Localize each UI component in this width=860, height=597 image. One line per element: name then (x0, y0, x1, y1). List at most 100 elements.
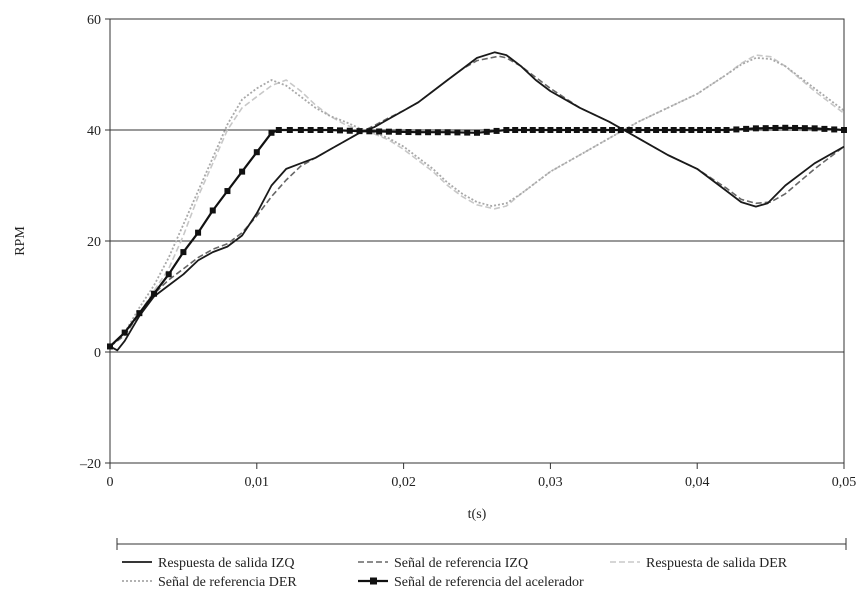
series-marker (454, 129, 461, 136)
series-marker (705, 127, 712, 133)
legend: Respuesta de salida IZQ Señal de referenc… (116, 538, 847, 590)
series-marker (405, 129, 412, 136)
series-marker (600, 127, 607, 133)
series-marker (503, 127, 510, 133)
series-marker (547, 127, 554, 133)
series-marker (275, 127, 282, 133)
series-marker (356, 128, 363, 135)
series-marker (376, 128, 383, 135)
series-marker (121, 329, 128, 336)
series-marker (591, 127, 598, 133)
series-marker (474, 129, 480, 136)
series-marker (679, 127, 686, 133)
x-tick-label: 0,02 (391, 475, 416, 490)
legend-label-1: Señal de referencia IZQ (394, 556, 528, 571)
series-marker (801, 125, 808, 132)
series-marker (395, 128, 402, 135)
y-tick-label: 0 (94, 346, 101, 361)
series-marker (224, 188, 231, 195)
series-line-0 (109, 51, 845, 352)
y-tick-label: 20 (87, 235, 101, 250)
series-marker (425, 129, 432, 136)
series-marker (493, 127, 500, 134)
series-marker (327, 127, 334, 133)
series-layer (107, 51, 847, 352)
series-marker (733, 126, 740, 133)
series-marker (762, 125, 769, 132)
series-marker (831, 126, 838, 133)
series-marker (336, 127, 343, 134)
series-marker (670, 127, 677, 133)
series-marker (573, 127, 580, 133)
series-marker (688, 127, 695, 133)
x-tick-label: 0,05 (832, 475, 857, 490)
series-marker (286, 127, 293, 133)
series-marker (520, 127, 527, 133)
series-marker (772, 124, 779, 131)
series-marker (195, 229, 202, 236)
y-axis-title: RPM (13, 226, 28, 256)
x-axis-title: t(s) (468, 507, 487, 522)
series-line-3 (109, 57, 845, 348)
series-line-4 (109, 126, 845, 348)
series-marker (792, 124, 799, 131)
series-marker (811, 125, 818, 132)
series-marker (209, 207, 216, 214)
series-marker (697, 127, 704, 133)
series-marker (136, 310, 143, 317)
series-marker (180, 249, 187, 256)
series-marker (556, 127, 563, 133)
series-marker (743, 125, 750, 132)
series-marker (714, 127, 721, 133)
series-marker (366, 128, 373, 135)
legend-label-0: Respuesta de salida IZQ (158, 556, 294, 571)
y-tick-label: –20 (79, 457, 101, 472)
series-marker (483, 128, 490, 135)
series-marker (565, 127, 572, 133)
series-marker (385, 128, 392, 135)
series-marker (444, 129, 451, 136)
series-marker (582, 127, 589, 133)
series-marker (617, 127, 624, 133)
legend-label-2: Respuesta de salida DER (646, 556, 788, 571)
series-marker (821, 125, 828, 132)
series-marker (626, 127, 633, 133)
series-marker (165, 271, 172, 278)
series-marker (609, 127, 616, 133)
series-marker (346, 127, 353, 134)
legend-label-3: Señal de referencia DER (158, 575, 297, 590)
series-marker (512, 127, 519, 133)
series-marker (317, 127, 324, 133)
series-marker (723, 127, 730, 133)
y-tick-label: 40 (87, 124, 101, 139)
tick-labels: –20 0 20 40 60 0 0,01 0,02 0,03 0,04 0,05 (79, 13, 856, 490)
gridlines (110, 18, 844, 464)
series-marker (268, 129, 275, 136)
legend-label-4: Señal de referencia del acelerador (394, 575, 584, 590)
x-tick-label: 0 (107, 475, 114, 490)
series-marker (529, 127, 536, 133)
series-marker (415, 129, 422, 136)
series-marker (538, 127, 545, 133)
series-marker (635, 127, 642, 133)
series-marker (253, 149, 260, 156)
series-marker (653, 127, 660, 133)
series-marker (752, 125, 759, 132)
series-marker (239, 168, 246, 175)
series-marker (107, 343, 113, 350)
x-tick-label: 0,03 (538, 475, 563, 490)
series-marker (644, 127, 651, 133)
legend-marker (370, 577, 377, 585)
series-marker (434, 129, 441, 136)
series-marker (464, 129, 471, 136)
series-marker (307, 127, 314, 133)
x-tick-label: 0,04 (685, 475, 710, 490)
series-marker (151, 290, 158, 297)
series-marker (782, 124, 789, 131)
x-tick-label: 0,01 (245, 475, 270, 490)
series-marker (297, 127, 304, 133)
y-tick-label: 60 (87, 13, 101, 28)
series-marker (661, 127, 668, 133)
series-marker (841, 127, 847, 133)
